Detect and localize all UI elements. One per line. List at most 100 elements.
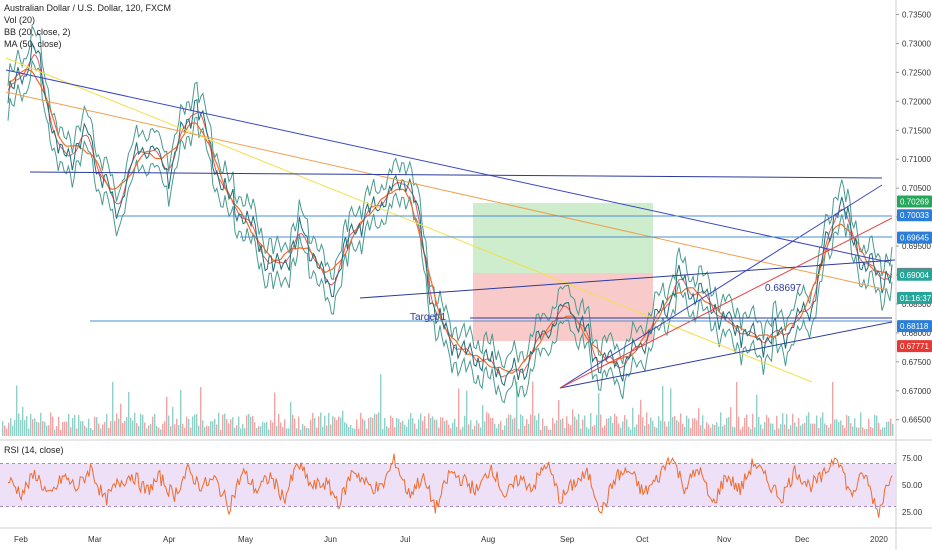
volume-bar	[146, 428, 148, 436]
volume-bar	[884, 427, 886, 436]
volume-bar	[380, 374, 382, 436]
volume-bar	[662, 385, 664, 436]
volume-bar	[754, 427, 756, 436]
volume-bar	[626, 419, 628, 436]
volume-bar	[296, 428, 298, 436]
price-badge[interactable]	[897, 195, 932, 208]
price-series-line[interactable]	[7, 41, 893, 387]
volume-bar	[488, 413, 490, 436]
volume-bar	[122, 422, 124, 436]
volume-bar	[578, 413, 580, 436]
volume-bar	[152, 416, 154, 436]
volume-bar	[398, 418, 400, 436]
volume-bar	[544, 425, 546, 436]
volume-bar	[128, 391, 130, 436]
trendline-yellow[interactable]	[5, 57, 813, 383]
trendline-blue-upper[interactable]	[5, 69, 889, 263]
volume-bar	[6, 428, 8, 436]
volume-bar	[516, 381, 518, 436]
volume-bar	[412, 418, 414, 436]
volume-bar	[232, 417, 234, 436]
volume-bar	[116, 413, 118, 436]
volume-bar	[624, 415, 626, 436]
volume-bar	[844, 427, 846, 436]
price-badge[interactable]	[897, 292, 932, 304]
volume-bar	[100, 428, 102, 436]
volume-bar	[620, 427, 622, 436]
price-badge[interactable]	[897, 209, 932, 222]
trendline-navy-lower[interactable]	[359, 259, 896, 299]
volume-bar	[528, 423, 530, 436]
volume-bar	[244, 428, 246, 436]
volume-bar	[558, 400, 560, 436]
price-badge[interactable]	[897, 268, 932, 281]
volume-bar	[60, 429, 62, 436]
volume-bar	[586, 427, 588, 436]
volume-bar	[280, 422, 282, 436]
volume-bar	[788, 428, 790, 436]
volume-bar	[502, 429, 504, 436]
volume-bar	[800, 425, 802, 436]
volume-bar	[732, 426, 734, 436]
volume-bar	[736, 381, 738, 436]
volume-bar	[664, 421, 666, 436]
volume-bar	[208, 426, 210, 436]
price-badge[interactable]	[897, 231, 932, 244]
volume-bar	[30, 414, 32, 436]
volume-bar	[88, 418, 90, 436]
volume-bar	[266, 421, 268, 436]
volume-bar	[564, 428, 566, 436]
volume-bar	[90, 428, 92, 436]
volume-bar	[716, 422, 718, 436]
trendline-navy-horizontal[interactable]	[29, 171, 883, 179]
volume-bar	[632, 407, 634, 436]
channel-lower-line[interactable]	[559, 321, 893, 389]
trendline-orange[interactable]	[5, 91, 889, 291]
channel-upper-line[interactable]	[559, 184, 883, 389]
volume-bar	[772, 423, 774, 436]
rsi-series-line[interactable]	[7, 453, 893, 518]
volume-bar	[536, 420, 538, 436]
volume-bar	[82, 421, 84, 436]
volume-bar	[508, 414, 510, 436]
volume-bar	[28, 428, 30, 436]
volume-bar	[206, 425, 208, 436]
trendline-red[interactable]	[559, 217, 893, 389]
volume-bar	[330, 424, 332, 436]
price-badge[interactable]	[897, 340, 932, 353]
volume-bar	[892, 423, 894, 436]
volume-bar	[438, 427, 440, 436]
volume-bar	[168, 415, 170, 436]
volume-bar	[196, 414, 198, 436]
volume-bar	[864, 429, 866, 436]
volume-bar	[410, 412, 412, 436]
volume-bar	[530, 414, 532, 436]
volume-bar	[818, 427, 820, 436]
volume-bar	[836, 419, 838, 436]
volume-bar	[526, 419, 528, 436]
volume-bar	[378, 412, 380, 436]
volume-bar	[396, 417, 398, 436]
volume-bar	[356, 419, 358, 436]
price-badge[interactable]	[897, 320, 932, 333]
volume-bar	[752, 413, 754, 436]
volume-bar	[802, 423, 804, 436]
target-1-label: Target 1	[410, 312, 447, 323]
volume-bar	[554, 423, 556, 436]
volume-bar	[830, 423, 832, 436]
volume-bar	[392, 417, 394, 436]
volume-bar	[682, 423, 684, 436]
volume-bar	[476, 420, 478, 436]
volume-bar	[710, 427, 712, 436]
volume-bar	[388, 427, 390, 436]
volume-bar	[84, 425, 86, 436]
volume-bar	[440, 417, 442, 436]
volume-bar	[858, 427, 860, 436]
volume-bar	[408, 419, 410, 436]
volume-bar	[334, 417, 336, 436]
volume-bar	[600, 414, 602, 436]
volume-bar	[742, 426, 744, 436]
volume-bar	[450, 428, 452, 436]
